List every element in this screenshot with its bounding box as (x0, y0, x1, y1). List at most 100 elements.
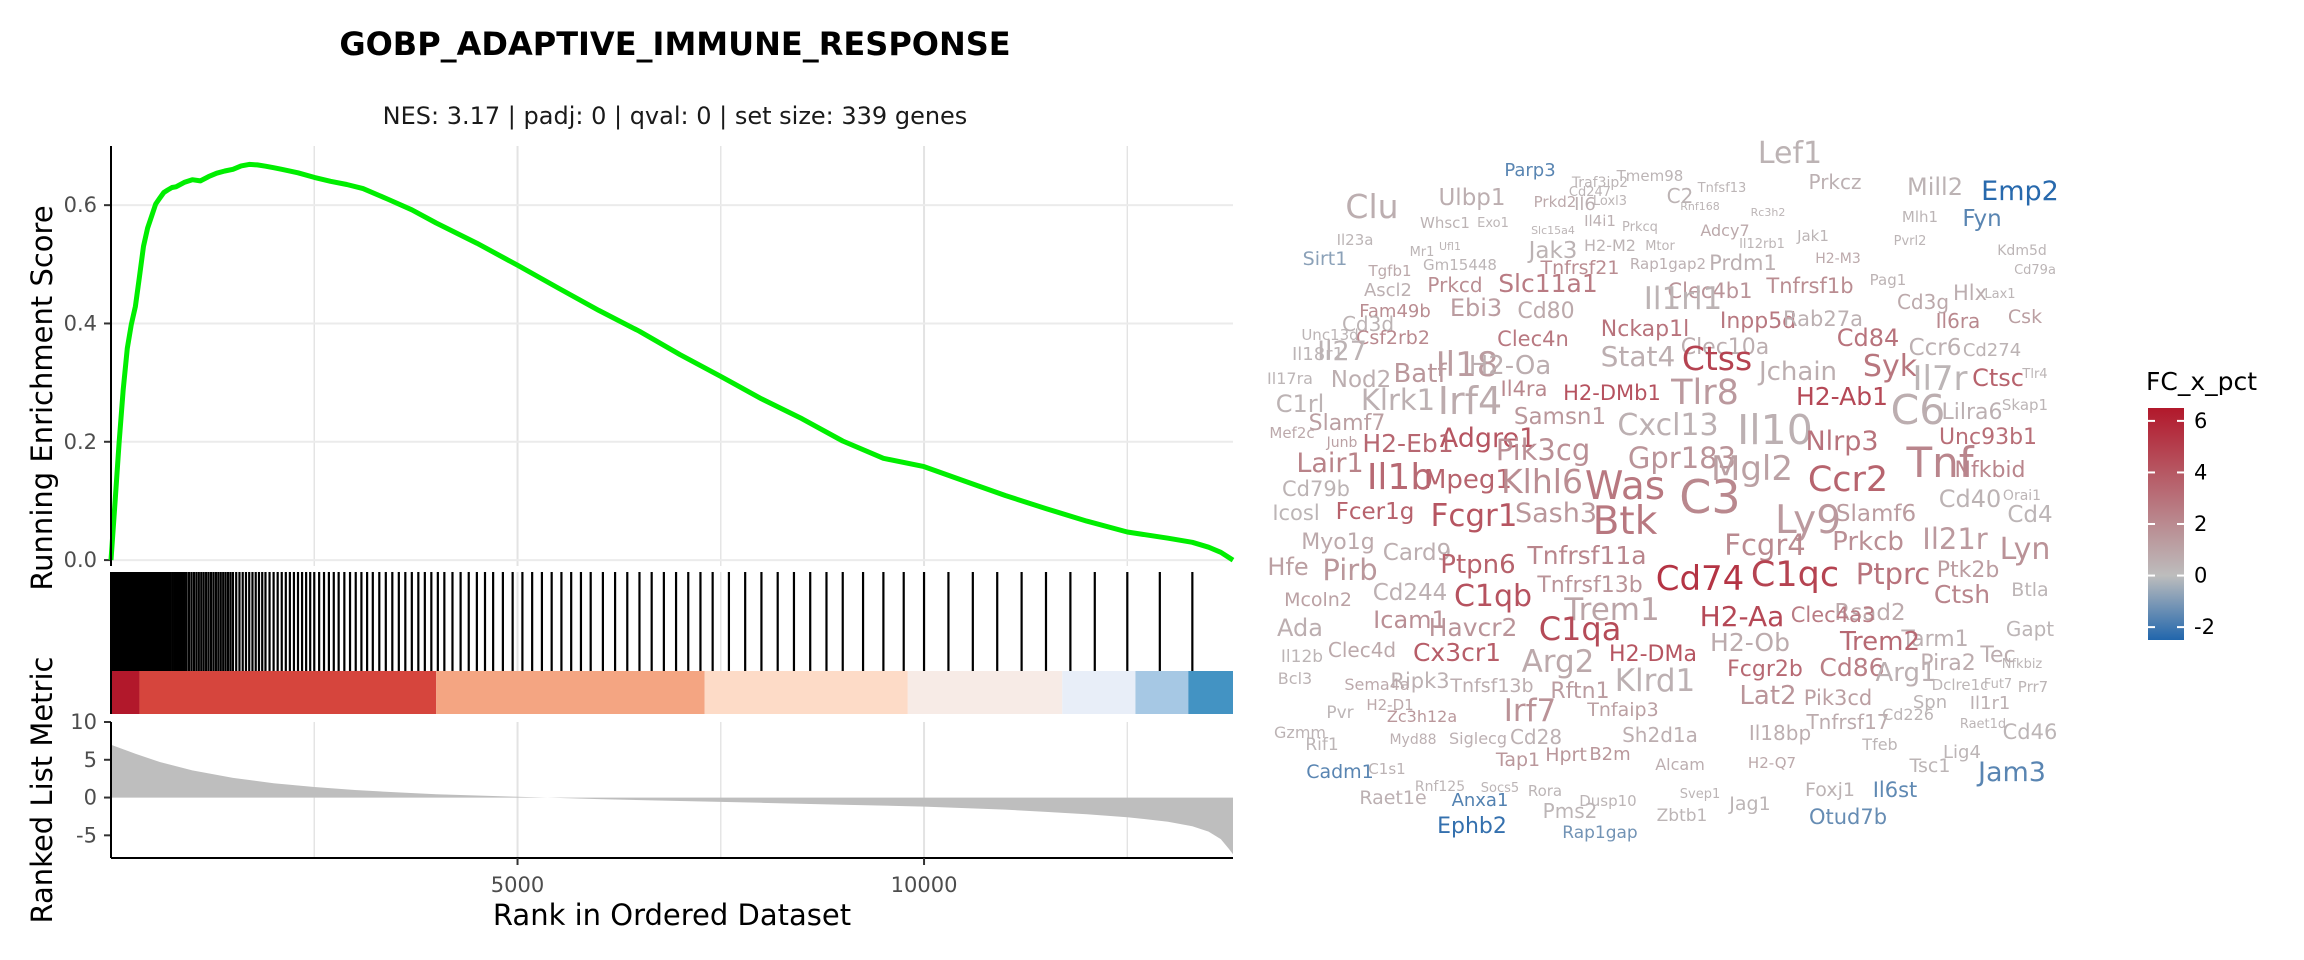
word-klrk1: Klrk1 (1361, 383, 1435, 417)
word-il4ra: Il4ra (1501, 377, 1548, 401)
word-il21r: Il21r (1922, 522, 1988, 556)
word-h2-ob: H2-Ob (1710, 628, 1790, 657)
word-cd84: Cd84 (1837, 324, 1900, 352)
word-klrd1: Klrd1 (1615, 663, 1696, 699)
word-icam1: Icam1 (1373, 606, 1447, 634)
es-ytick-label-1: 0.2 (64, 430, 97, 454)
word-rnf168: Rnf168 (1680, 200, 1719, 213)
xtick-label-1: 10000 (891, 873, 958, 897)
word-irf4: Irf4 (1438, 379, 1502, 423)
rank-band-6 (1135, 671, 1189, 714)
word-prkcd: Prkcd (1427, 273, 1482, 297)
ranked-metric-area (111, 744, 1233, 855)
word-csk: Csk (2008, 306, 2042, 328)
word-il1r1: Il1r1 (1970, 693, 2011, 714)
word-ulbp1: Ulbp1 (1438, 185, 1505, 211)
word-mgl2: Mgl2 (1711, 449, 1793, 489)
word-ada: Ada (1277, 614, 1323, 642)
word-trem1: Trem1 (1563, 592, 1659, 628)
word-sh2d1a: Sh2d1a (1622, 723, 1698, 747)
word-csf2rb2: Csf2rb2 (1356, 327, 1430, 349)
word-adcy7: Adcy7 (1700, 221, 1749, 240)
word-raet1d: Raet1d (1960, 717, 2006, 732)
word-ptpn6: Ptpn6 (1440, 550, 1515, 580)
word-il18r1: Il18r1 (1292, 344, 1344, 365)
word-hfe: Hfe (1267, 553, 1308, 581)
word-rap1gap: Rap1gap (1562, 823, 1637, 843)
word-il4i1: Il4i1 (1584, 212, 1616, 230)
word-myo1g: Myo1g (1301, 530, 1374, 555)
word-socs5: Socs5 (1481, 781, 1519, 796)
word-h2-eb1: H2-Eb1 (1362, 429, 1453, 458)
word-il18: Il18 (1436, 345, 1499, 385)
word-ptprc: Ptprc (1856, 557, 1931, 591)
word-hprt: Hprt (1545, 744, 1587, 766)
word-tgfb1: Tgfb1 (1367, 262, 1411, 280)
word-rora: Rora (1528, 782, 1562, 800)
word-gm15448: Gm15448 (1423, 256, 1497, 274)
word-cd46: Cd46 (2003, 720, 2058, 744)
word-lyn: Lyn (2000, 532, 2051, 567)
legend-tick-label-2: 2 (2194, 512, 2207, 536)
word-traf3ip2: Traf3ip2 (1571, 175, 1628, 191)
word-ccr6: Ccr6 (1909, 335, 1962, 361)
word-c2: C2 (1667, 184, 1694, 208)
word-il23a: Il23a (1337, 231, 1374, 249)
word-slc15a4: Slc15a4 (1531, 224, 1575, 237)
word-jchain: Jchain (1757, 357, 1837, 387)
word-myd88: Myd88 (1389, 732, 1436, 748)
word-prkcq: Prkcq (1622, 220, 1658, 235)
word-ptk2b: Ptk2b (1937, 558, 2000, 583)
word-lax1: Lax1 (1984, 287, 2015, 302)
word-prkd2: Prkd2 (1534, 193, 1577, 211)
word-lair1: Lair1 (1296, 448, 1363, 479)
word-sash3: Sash3 (1515, 498, 1597, 529)
word-bcl3: Bcl3 (1278, 669, 1312, 688)
word-c1qa: C1qa (1539, 610, 1622, 648)
color-legend: FC_x_pct 6 4 2 0 -2 (2146, 367, 2257, 640)
word-h2-m3: H2-M3 (1815, 251, 1860, 267)
metric-y-ticks: 10 5 0 -5 (70, 710, 111, 847)
legend-ticks: 6 4 2 0 -2 (2148, 409, 2215, 639)
word-h2-ab1: H2-Ab1 (1796, 382, 1888, 411)
word-mef2c: Mef2c (1269, 424, 1314, 442)
word-cd244: Cd244 (1373, 580, 1448, 606)
word-il1rl1: Il1rl1 (1644, 281, 1723, 317)
legend-title: FC_x_pct (2146, 367, 2257, 396)
es-gridlines (111, 146, 1233, 566)
word-dclre1c: Dclre1c (1932, 676, 1989, 694)
word-clec4b1: Clec4b1 (1667, 279, 1752, 303)
word-h2-dma: H2-DMa (1609, 642, 1697, 667)
word-jak1: Jak1 (1796, 227, 1829, 245)
word-ufl1: Ufl1 (1439, 240, 1461, 253)
word-skap1: Skap1 (2002, 396, 2048, 414)
es-y-ticks: 0.0 0.2 0.4 0.6 (64, 193, 111, 572)
word-pirb: Pirb (1322, 553, 1377, 587)
word-unc93b1: Unc93b1 (1939, 425, 2037, 450)
word-adgre1: Adgre1 (1440, 423, 1537, 454)
word-gzmm: Gzmm (1274, 723, 1326, 742)
word-mill2: Mill2 (1907, 173, 1963, 201)
xtick-label-0: 5000 (491, 873, 544, 897)
word-h2-q7: H2-Q7 (1748, 754, 1796, 772)
word-nckap1l: Nckap1l (1601, 317, 1689, 342)
word-ctsc: Ctsc (1972, 364, 2024, 392)
rank-color-band (111, 671, 1233, 714)
word-alcam: Alcam (1655, 755, 1705, 774)
word-otud7b: Otud7b (1809, 805, 1887, 829)
word-tnfrsf13b: Tnfrsf13b (1536, 573, 1642, 598)
legend-tick-label-3: 0 (2194, 564, 2207, 588)
word-emp2: Emp2 (1981, 176, 2059, 207)
word-clec4n: Clec4n (1497, 327, 1569, 351)
word-il6st: Il6st (1873, 778, 1918, 802)
word-tnf: Tnf (1905, 438, 1974, 487)
word-c3: C3 (1679, 470, 1740, 524)
word-fcgr4: Fcgr4 (1724, 528, 1805, 562)
word-pag1: Pag1 (1870, 271, 1907, 289)
word-c1s1: C1s1 (1368, 760, 1405, 778)
word-kdm5d: Kdm5d (1997, 243, 2047, 259)
word-rftn1: Rftn1 (1550, 679, 1609, 704)
es-y-axis-title: Running Enrichment Score (25, 205, 59, 590)
word-h2-aa: H2-Aa (1700, 600, 1785, 633)
